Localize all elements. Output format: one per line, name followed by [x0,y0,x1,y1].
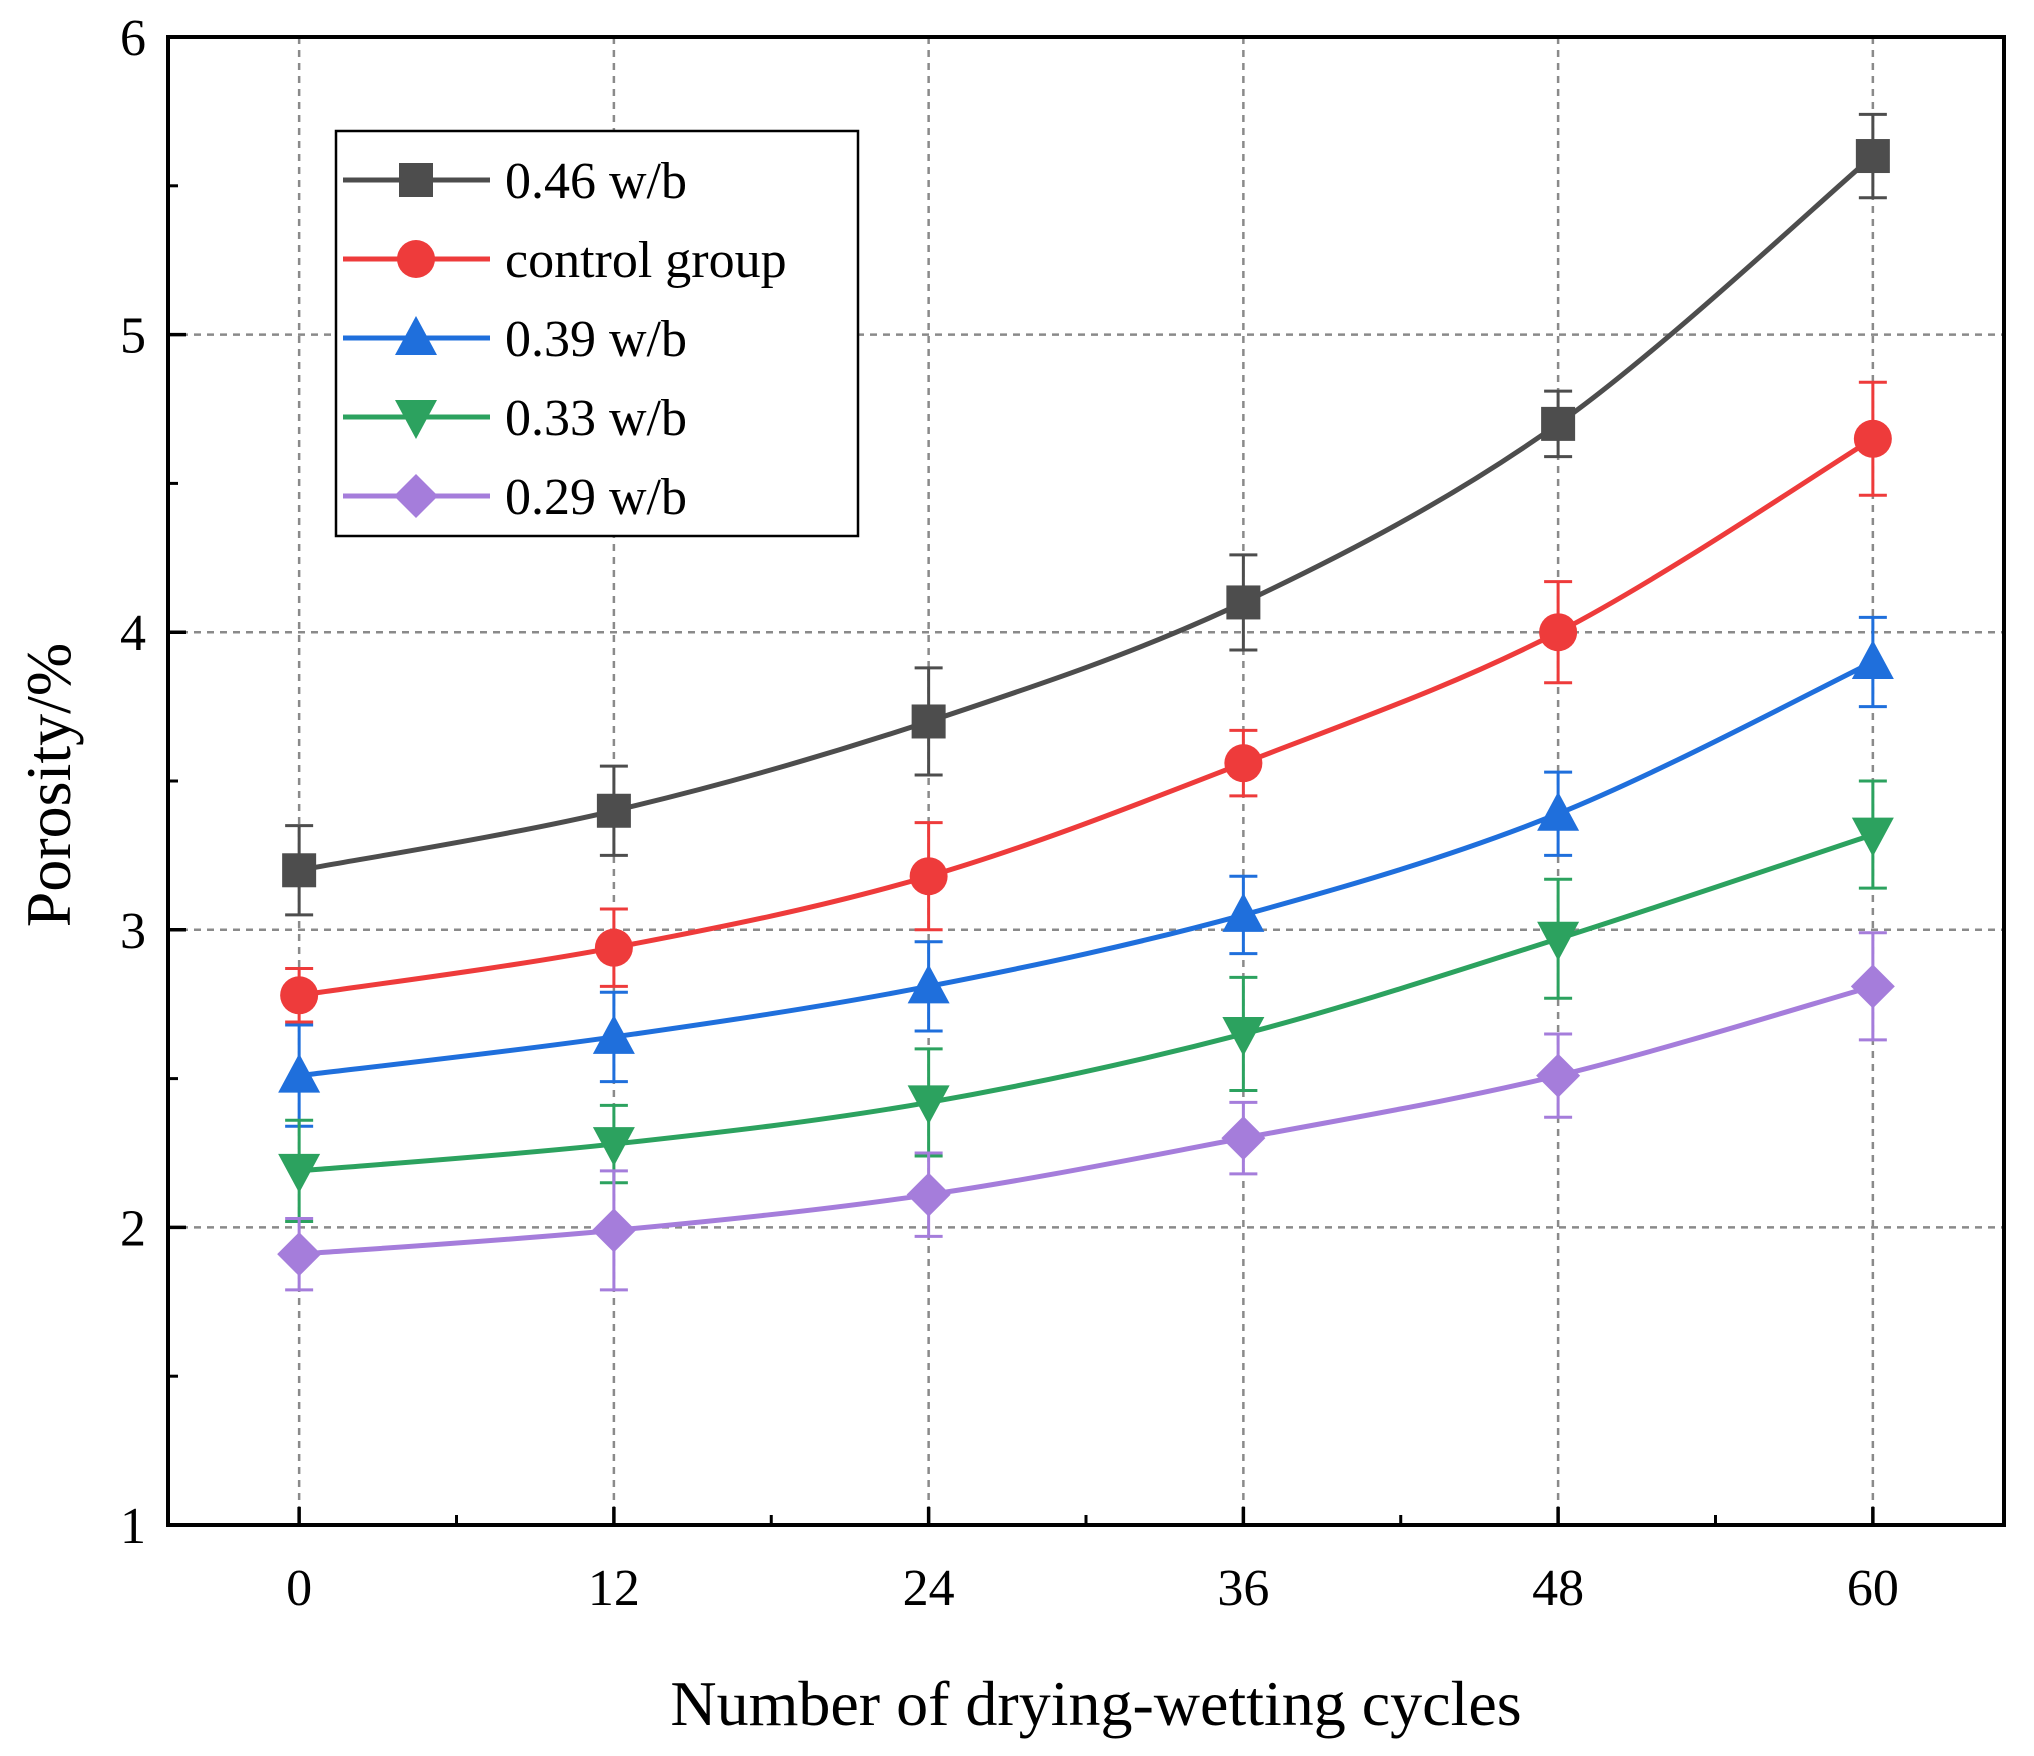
data-point [1541,406,1576,441]
y-tick-label: 3 [120,903,146,960]
data-point [1537,791,1580,831]
series-0-46-w-b [282,112,1890,917]
x-tick-label: 36 [1217,1560,1269,1617]
data-point [911,704,946,739]
legend-label: 0.39 w/b [505,311,687,368]
data-point [907,964,950,1004]
data-point [906,1172,951,1217]
data-point [1855,139,1890,174]
data-point [1222,1016,1265,1056]
legend-marker [399,163,433,197]
data-point [1537,921,1580,961]
x-tick-label: 12 [588,1560,640,1617]
data-point [1850,964,1895,1009]
legend-label: 0.29 w/b [505,469,687,526]
legend-label: 0.33 w/b [505,390,687,447]
data-point [1853,419,1892,458]
data-point [596,793,631,828]
data-point [1539,613,1578,652]
legend-marker [395,316,437,355]
y-tick-label: 4 [120,605,146,662]
legend-label: 0.46 w/b [505,153,687,210]
series-group [277,112,1895,1292]
y-axis-title: Porosity/% [13,643,84,927]
series-line [298,659,1874,1079]
data-point [907,1085,950,1125]
data-point [1536,1053,1581,1098]
data-point [277,1232,322,1277]
y-tick-label: 2 [120,1200,146,1257]
legend-marker [394,474,438,518]
data-point [592,1127,635,1167]
x-tick-label: 48 [1532,1560,1584,1617]
series-line [298,436,1875,998]
series-0-39-w-b [278,615,1894,1128]
y-tick-label: 1 [120,1498,146,1555]
x-tick-label: 24 [903,1560,955,1617]
data-point [278,1053,321,1093]
series-0-29-w-b [277,931,1895,1292]
data-point [591,1208,636,1253]
data-point [1851,817,1894,857]
x-tick-label: 0 [286,1560,312,1617]
x-tick-label: 60 [1847,1560,1899,1617]
y-tick-label: 6 [120,10,146,67]
data-point [282,853,317,888]
data-point [1221,1116,1266,1161]
data-point [1222,892,1265,932]
series-line [298,983,1874,1257]
series-control-group [280,380,1892,1024]
data-point [909,857,948,896]
series-line [298,832,1874,1174]
data-point [278,1153,321,1193]
legend: 0.46 w/b control group 0.39 w/b 0.33 w/b 0.2… [334,129,860,538]
x-axis-title: Number of drying-wetting cycles [670,1668,1521,1739]
legend-label: control group [505,232,787,289]
legend-marker [395,400,437,439]
data-point [1851,639,1894,679]
data-point [1226,585,1261,620]
legend-marker [397,240,435,278]
data-point [1224,744,1263,783]
y-tick-label: 5 [120,308,146,365]
series-line [298,154,1875,873]
data-point [594,928,633,967]
data-point [280,976,319,1015]
series-0-33-w-b [278,779,1894,1223]
data-point [592,1014,635,1054]
